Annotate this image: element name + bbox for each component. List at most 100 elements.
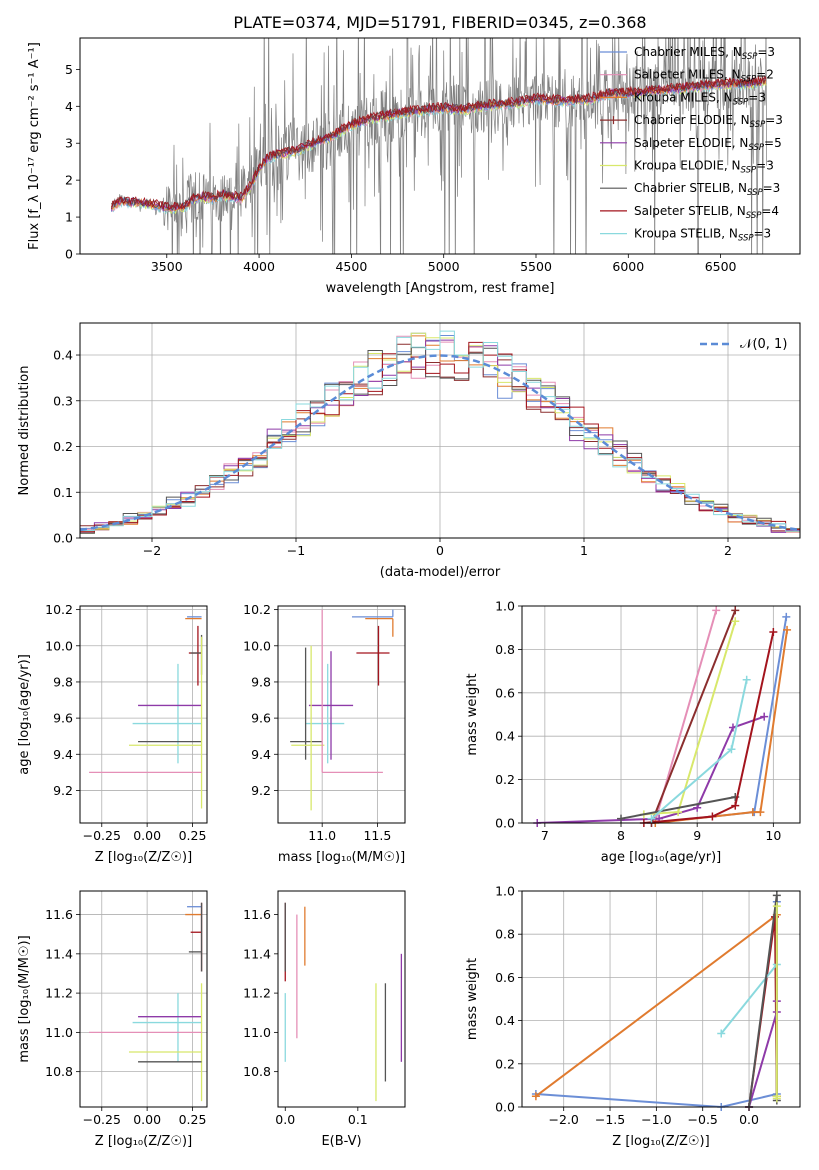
point-marker [772, 1092, 781, 1101]
x-axis-label: Z [log₁₀(Z/Z☉)] [95, 850, 192, 865]
y-axis-label: Normed distribution [17, 366, 32, 496]
legend-label: Kroupa ELODIE, NSSP=3 [634, 159, 774, 176]
axes-frame [79, 890, 208, 1108]
legend-value: =2 [756, 68, 774, 82]
model-line-salpeter-stelib [111, 75, 767, 211]
y-tick-label: 0 [65, 247, 73, 262]
legend-value: =5 [764, 136, 782, 150]
y-tick-label: 9.4 [53, 747, 73, 762]
x-tick-label: 5000 [428, 259, 460, 274]
series-line [643, 631, 775, 823]
y-tick-label: 1.0 [495, 884, 515, 899]
legend-label: Salpeter MILES, NSSP=2 [634, 68, 774, 85]
y-tick-label: 10.8 [243, 1064, 271, 1079]
x-tick-label: 0.1 [348, 1112, 368, 1127]
y-tick-label: 4 [65, 99, 73, 114]
y-tick-label: 0.3 [53, 393, 73, 408]
x-axis-label: wavelength [Angstrom, rest frame] [326, 281, 555, 296]
x-tick-label: 3500 [151, 259, 183, 274]
x-tick-label: 5500 [520, 259, 552, 274]
legend-subscript: SSP [746, 211, 762, 221]
axes-frame [79, 37, 801, 255]
series-line [651, 616, 788, 823]
spectrum-panel: 3500 4000 4500 5000 5500 6000 6500 0 1 2 3 4 5 wavele… [27, 37, 801, 296]
series-line [620, 796, 736, 820]
y-tick-label: 10.2 [243, 602, 271, 617]
y-tick-label: 9.4 [251, 747, 271, 762]
x-axis-label: Z [log₁₀(Z/Z☉)] [95, 1134, 192, 1149]
point-marker [748, 808, 757, 817]
point-marker [531, 1092, 540, 1101]
legend-subscript: SSP [750, 120, 766, 130]
y-tick-label: 1.0 [495, 599, 515, 614]
legend-subscript: SSP [738, 234, 754, 244]
y-tick-label: 2 [65, 173, 73, 188]
y-tick-label: 0.4 [495, 1013, 515, 1028]
x-tick-label: 4000 [243, 259, 275, 274]
legend-value: =3 [765, 113, 783, 127]
y-tick-label: 9.2 [251, 783, 271, 798]
legend-label: Kroupa STELIB, NSSP=3 [634, 227, 771, 244]
point-marker [783, 625, 792, 634]
x-tick-label: 0.00 [133, 1112, 161, 1127]
y-tick-label: 0.8 [495, 642, 515, 657]
x-tick-label: 0.0 [739, 1112, 759, 1127]
y-axis-label: Flux [f_λ 10⁻¹⁷ erg cm⁻² s⁻¹ A⁻¹] [27, 42, 42, 250]
legend-label: Salpeter STELIB, NSSP=4 [634, 204, 779, 221]
age-vs-mass-panel: 11.0 11.5 9.2 9.4 9.6 9.8 10.0 10.2 mass [log₁₀(… [243, 602, 406, 865]
x-tick-label: 0.0 [275, 1112, 295, 1127]
x-tick-label: −1.0 [641, 1112, 671, 1127]
point-marker [731, 801, 740, 810]
y-tick-label: 9.8 [53, 674, 73, 689]
legend-subscript: SSP [741, 75, 757, 85]
axes-frame [521, 605, 801, 824]
residuals-panel: −2 −1 0 1 2 0.0 0.1 0.2 0.3 0.4 (data-model)/error… [17, 322, 801, 580]
point-marker [731, 617, 740, 626]
legend-value: =3 [754, 227, 772, 241]
y-tick-label: 0.0 [53, 531, 73, 546]
histogram-kroupa-stelib [80, 330, 800, 532]
figure-title: PLATE=0374, MJD=51791, FIBERID=0345, z=0… [233, 13, 646, 32]
x-axis-label: Z [log₁₀(Z/Z☉)] [612, 1134, 709, 1149]
y-tick-label: 9.6 [53, 711, 73, 726]
y-tick-label: 0.2 [53, 439, 73, 454]
age-vs-Z-panel: −0.25 0.00 0.25 9.2 9.4 9.6 9.8 10.0 10.2 Z [log₁… [17, 602, 208, 865]
x-tick-label: 6500 [705, 259, 737, 274]
axes-frame [521, 890, 801, 1108]
point-marker [760, 712, 769, 721]
series-line [748, 1001, 778, 1107]
x-tick-label: −1 [287, 543, 305, 558]
point-marker [727, 745, 736, 754]
y-tick-label: 11.0 [243, 1025, 271, 1040]
point-marker [772, 902, 781, 911]
point-marker [712, 606, 721, 615]
y-tick-label: 0.6 [495, 685, 515, 700]
y-tick-label: 0.0 [495, 1100, 515, 1115]
legend-subscript: SSP [733, 97, 749, 107]
legend-subscript: SSP [748, 143, 764, 153]
x-tick-label: 0.25 [179, 828, 207, 843]
x-tick-label: 11.0 [308, 828, 336, 843]
data-spectrum-line [111, 38, 767, 254]
x-tick-label: −2 [143, 543, 161, 558]
point-marker [772, 891, 781, 900]
axes-frame [277, 890, 406, 1108]
histogram-kroupa-miles [80, 335, 800, 533]
mass-vs-ebv-panel: 0.0 0.1 10.8 11.0 11.2 11.4 11.6 E(B-V) [243, 890, 406, 1149]
x-tick-label: 1 [580, 543, 588, 558]
point-marker [769, 628, 778, 637]
x-tick-label: 4500 [335, 259, 367, 274]
y-tick-label: 11.4 [243, 946, 271, 961]
y-tick-label: 9.6 [251, 711, 271, 726]
x-tick-label: −0.25 [83, 828, 121, 843]
point-marker [782, 612, 791, 621]
x-tick-label: 11.5 [363, 828, 391, 843]
axes-frame [277, 605, 406, 824]
x-tick-label: −1.5 [595, 1112, 625, 1127]
x-tick-label: 9 [693, 828, 701, 843]
y-tick-label: 0.2 [495, 772, 515, 787]
x-tick-label: 10 [765, 828, 781, 843]
y-tick-label: 0.1 [53, 485, 73, 500]
series-line [748, 895, 778, 1107]
x-tick-label: 0.00 [133, 828, 161, 843]
